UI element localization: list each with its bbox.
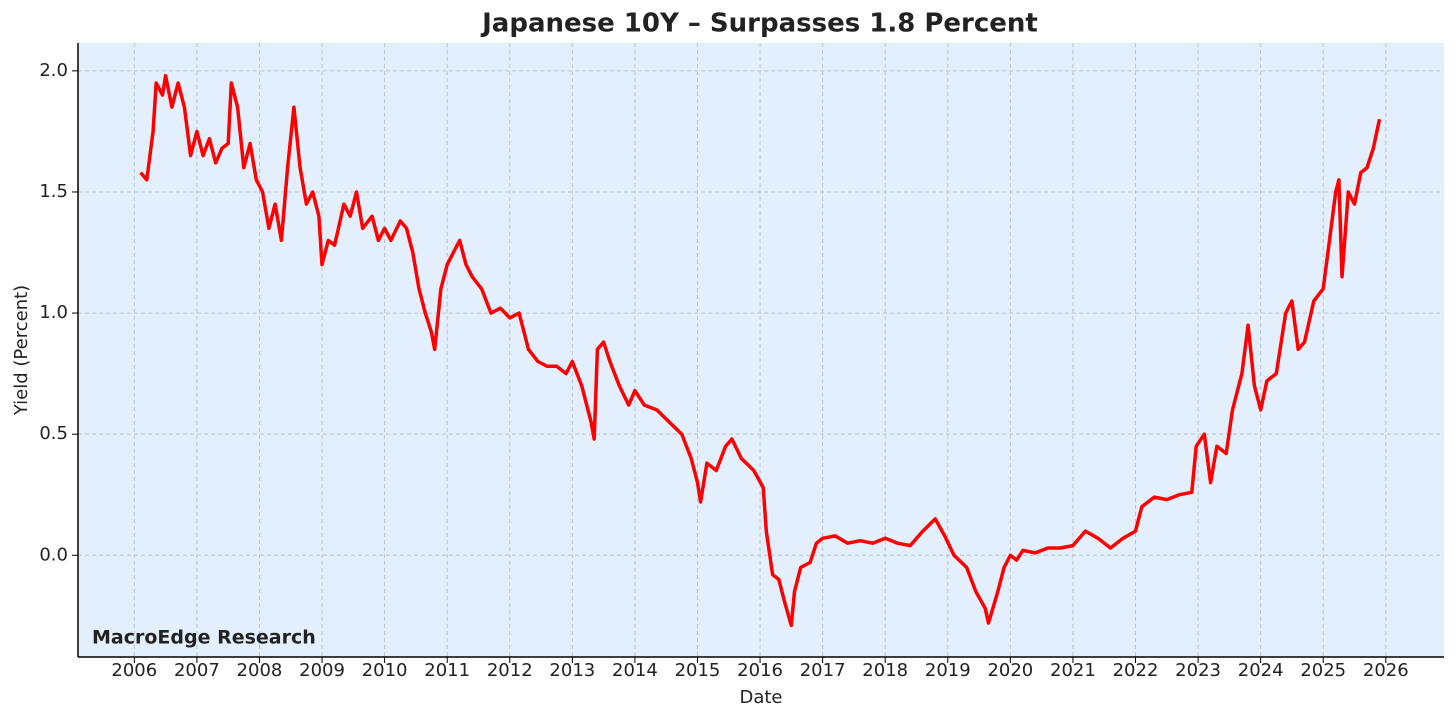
x-tick-label: 2026 [1363,660,1409,681]
watermark: MacroEdge Research [92,627,316,649]
x-tick-label: 2024 [1238,660,1284,681]
x-tick-label: 2018 [862,660,908,681]
line [139,73,1382,628]
y-tick-label: 0.5 [39,423,68,444]
x-tick-label: 2010 [362,660,408,681]
y-axis-label: Yield (Percent) [11,285,32,416]
x-tick-label: 2013 [549,660,595,681]
x-tick-label: 2016 [737,660,783,681]
y-tick-label: 0.0 [39,544,68,565]
chart-title: Japanese 10Y – Surpasses 1.8 Percent [480,9,1038,39]
x-tick-label: 2008 [237,660,283,681]
plot-area [78,43,1444,657]
x-axis-label: Date [739,687,782,708]
x-tick-label: 2006 [111,660,157,681]
x-tick-label: 2017 [800,660,846,681]
y-tick-label: 1.0 [39,302,68,323]
x-tick-label: 2021 [1050,660,1096,681]
x-tick-label: 2014 [612,660,658,681]
y-tick-label: 1.5 [39,181,68,202]
y-tick-label: 2.0 [39,60,68,81]
x-tick-label: 2025 [1300,660,1346,681]
x-tick-label: 2009 [299,660,345,681]
x-tick-label: 2015 [675,660,721,681]
x-tick-label: 2022 [1113,660,1159,681]
x-tick-label: 2020 [987,660,1033,681]
x-tick-label: 2012 [487,660,533,681]
x-tick-label: 2011 [424,660,470,681]
x-tick-label: 2007 [174,660,220,681]
x-tick-label: 2019 [925,660,971,681]
x-tick-label: 2023 [1175,660,1221,681]
